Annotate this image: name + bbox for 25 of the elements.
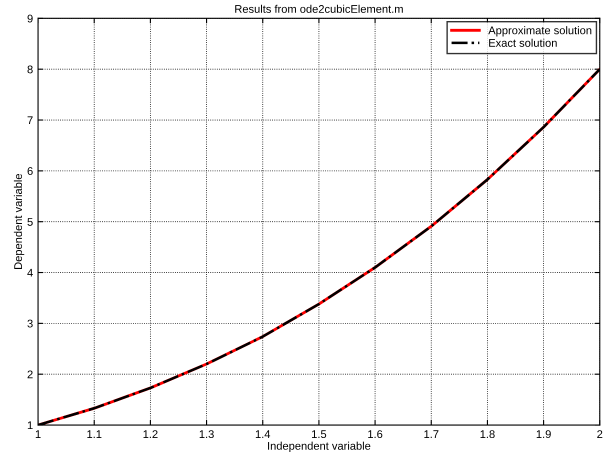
x-tick-label: 1	[36, 430, 41, 438]
legend-label: Exact solution	[489, 38, 557, 47]
y-tick-label: 1	[28, 421, 33, 430]
y-tick-label: 4	[27, 268, 33, 277]
y-tick-label: 8	[27, 65, 33, 74]
x-axis-title: Independent variable	[268, 442, 370, 452]
y-tick-label: 3	[27, 320, 33, 328]
x-tick-label: 1.3	[200, 430, 214, 438]
legend-label: Approximate solution	[488, 26, 592, 36]
x-tick-label: 1.1	[87, 430, 102, 438]
y-tick-label: 2	[28, 370, 33, 378]
x-tick-label: 1.5	[312, 430, 326, 438]
x-tick-label: 1.8	[480, 430, 495, 438]
x-tick-label: 1.2	[144, 430, 158, 438]
y-tick-label: 5	[27, 218, 33, 226]
x-tick-label: 1.7	[424, 430, 438, 438]
x-tick-label: 2	[597, 430, 602, 438]
chart-title: Results from ode2cubicElement.m	[235, 4, 403, 13]
y-tick-label: 9	[28, 14, 33, 22]
x-tick-label: 1.4	[256, 430, 270, 438]
y-tick-label: 7	[28, 116, 33, 124]
x-tick-label: 1.6	[368, 430, 382, 438]
y-tick-label: 6	[28, 167, 33, 175]
x-tick-label: 1.9	[536, 430, 551, 438]
y-axis-title: Dependent variable	[14, 174, 24, 269]
